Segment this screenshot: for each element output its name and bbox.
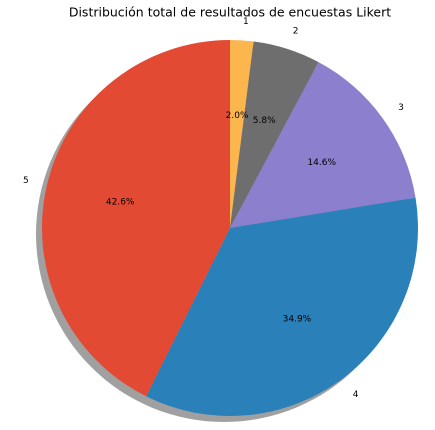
pie-slice [41,40,230,397]
pie-slice [230,40,254,228]
slice-label: 2 [293,26,299,36]
pie-slice [230,62,416,228]
pie-slice [230,41,319,229]
value-label: 42.6% [106,198,135,208]
slice-label: 5 [23,176,29,186]
chart-title: Distribución total de resultados de encu… [69,5,391,20]
slice-label: 3 [398,103,404,113]
value-label: 5.8% [253,116,276,126]
value-label: 2.0% [226,111,249,121]
pie-slice [146,197,419,416]
slice-label: 4 [353,390,359,400]
slice-label: 1 [243,17,249,27]
value-label: 34.9% [283,314,312,324]
value-label: 14.6% [307,158,336,168]
